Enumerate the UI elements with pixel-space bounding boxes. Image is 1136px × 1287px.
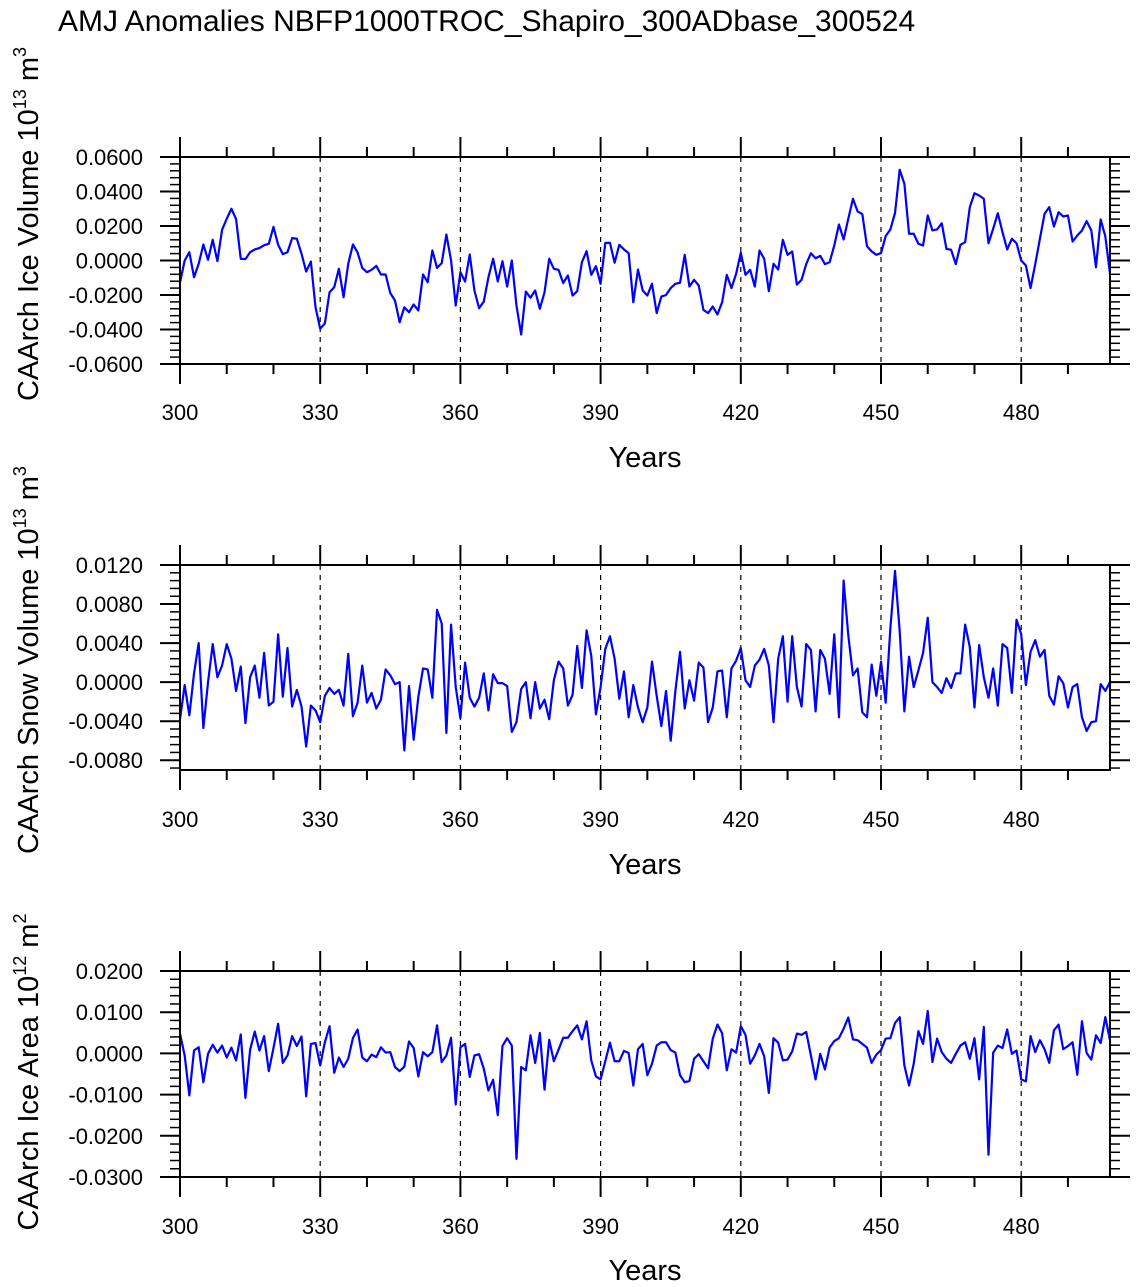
y-axis-title: CAArch Ice Volume 1013 m3 (10, 47, 45, 401)
y-tick-label: 0.0000 (76, 1041, 143, 1066)
x-tick-label: 450 (863, 400, 900, 425)
panel-2: 0.0120 0.0080 0.0040 0.0000 -0.0040 -0.0080 30… (10, 466, 1130, 881)
x-tick-label: 360 (442, 1214, 479, 1239)
y-axis-title-unit: m (13, 924, 45, 956)
y-tick-label: 0.0000 (76, 670, 143, 695)
x-tick-label: 450 (863, 807, 900, 832)
series-line (178, 168, 1112, 336)
y-tick-label: 0.0400 (76, 180, 143, 205)
x-tick-label: 390 (582, 807, 619, 832)
x-tick-label: 420 (722, 1214, 759, 1239)
y-axis-title-main: CAArch Snow Volume 10 (13, 528, 45, 854)
y-tick-label: -0.0080 (68, 748, 143, 773)
y-tick-label: 0.0120 (76, 553, 143, 578)
y-tick-label: -0.0200 (68, 283, 143, 308)
y-axis-title-unit: m (13, 476, 45, 508)
series-line (178, 569, 1111, 752)
y-axis-title-exp: 13 (10, 89, 30, 109)
x-tick-label: 300 (162, 807, 199, 832)
y-axis-title: CAArch Snow Volume 1013 m3 (10, 466, 45, 854)
y-tick-label: 0.0100 (76, 1000, 143, 1025)
figure-title: AMJ Anomalies NBFP1000TROC_Shapiro_300AD… (58, 5, 915, 38)
series-line (178, 1009, 1112, 1160)
panel-3: 0.0200 0.0100 0.0000 -0.0100 -0.0200 -0.0300 3… (10, 914, 1130, 1287)
y-axis-title-unit-exp: 3 (10, 466, 30, 476)
plot-frame (179, 970, 1111, 1178)
x-tick-label: 300 (162, 400, 199, 425)
x-tick-label: 480 (1003, 400, 1040, 425)
x-tick-label: 390 (582, 1214, 619, 1239)
x-tick-label: 300 (162, 1214, 199, 1239)
x-axis-title: Years (608, 1255, 681, 1287)
y-axis-title-exp: 13 (10, 508, 30, 528)
y-axis-title-unit-exp: 3 (10, 47, 30, 57)
x-tick-label: 420 (722, 400, 759, 425)
plot-frame (179, 156, 1111, 365)
y-tick-label: 0.0200 (76, 959, 143, 984)
y-tick-label: 0.0600 (76, 145, 143, 170)
x-tick-label: 420 (722, 807, 759, 832)
y-tick-label: 0.0200 (76, 214, 143, 239)
y-tick-label: -0.0600 (68, 352, 143, 377)
x-tick-label: 390 (582, 400, 619, 425)
x-tick-label: 480 (1003, 807, 1040, 832)
y-axis-title-unit-exp: 2 (10, 914, 30, 924)
y-axis-title: CAArch Ice Area 1012 m2 (10, 914, 45, 1231)
x-tick-label: 330 (302, 400, 339, 425)
x-tick-label: 480 (1003, 1214, 1040, 1239)
x-tick-label: 450 (863, 1214, 900, 1239)
y-axis-title-exp: 12 (10, 956, 30, 976)
panel-1: 0.0600 0.0400 0.0200 0.0000 -0.0200 -0.0400 -0… (10, 47, 1130, 474)
y-axis-title-main: CAArch Ice Volume 10 (13, 109, 45, 401)
y-tick-label: -0.0100 (68, 1083, 143, 1108)
y-axis-title-main: CAArch Ice Area 10 (13, 976, 45, 1231)
x-tick-label: 330 (302, 807, 339, 832)
x-tick-label: 360 (442, 807, 479, 832)
x-tick-label: 360 (442, 400, 479, 425)
y-tick-label: 0.0040 (76, 631, 143, 656)
y-tick-label: 0.0000 (76, 249, 143, 274)
plot-frame (179, 564, 1111, 771)
y-tick-label: -0.0200 (68, 1124, 143, 1149)
y-axis-title-unit: m (13, 57, 45, 89)
y-tick-label: -0.0300 (68, 1165, 143, 1190)
x-tick-label: 330 (302, 1214, 339, 1239)
y-tick-label: -0.0040 (68, 709, 143, 734)
x-axis-title: Years (608, 849, 681, 881)
y-tick-label: 0.0080 (76, 592, 143, 617)
x-axis-title: Years (608, 442, 681, 474)
y-tick-label: -0.0400 (68, 318, 143, 343)
